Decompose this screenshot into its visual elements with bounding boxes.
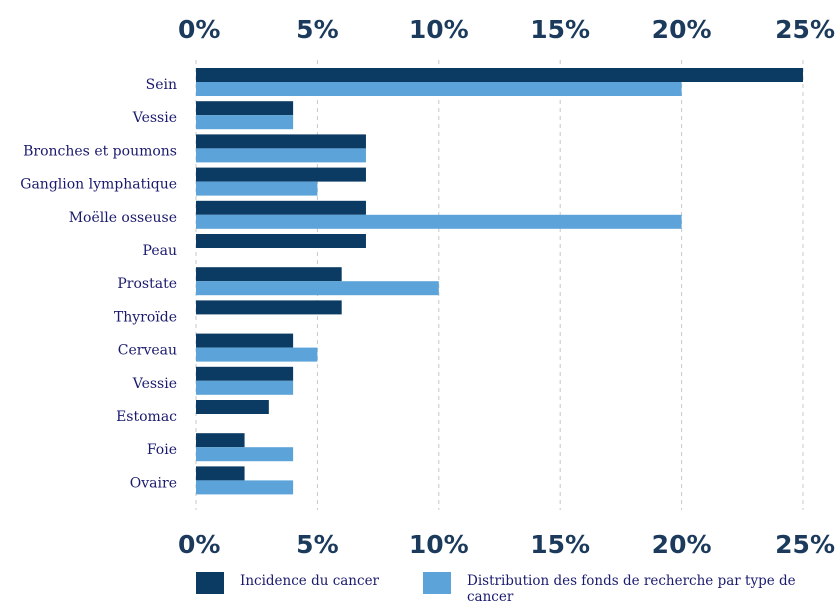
bar-incidence xyxy=(196,400,269,414)
bar-incidence xyxy=(196,466,245,481)
x-tick-label-top: 0% xyxy=(178,15,220,44)
category-label: Estomac xyxy=(116,409,177,425)
bar-incidence xyxy=(196,234,366,248)
x-tick-label-bottom: 0% xyxy=(178,530,220,559)
bar-incidence xyxy=(196,433,245,448)
x-tick-label-top: 20% xyxy=(652,15,712,44)
bar-funding xyxy=(196,380,294,395)
x-axis-bottom: 0% 5% 10% 15% 20% 25% xyxy=(178,530,835,559)
category-label: Ganglion lymphatique xyxy=(20,177,177,193)
bar-incidence xyxy=(196,366,294,381)
bar-funding xyxy=(196,82,682,96)
x-tick-label-bottom: 25% xyxy=(775,530,835,559)
x-axis-top: 0% 5% 10% 15% 20% 25% xyxy=(178,15,835,44)
category-label: Thyroïde xyxy=(114,309,177,325)
x-tick-label-bottom: 20% xyxy=(652,530,712,559)
bar-funding xyxy=(196,281,439,296)
category-label: Moëlle osseuse xyxy=(69,210,177,226)
x-tick-label-top: 25% xyxy=(775,15,835,44)
category-label: Vessie xyxy=(132,376,177,392)
bar-incidence xyxy=(196,200,366,215)
bar-funding xyxy=(196,148,366,163)
x-tick-label-top: 10% xyxy=(409,15,469,44)
bar-funding xyxy=(196,347,318,362)
bar-incidence xyxy=(196,300,342,315)
bar-funding xyxy=(196,480,294,495)
category-label: Bronches et poumons xyxy=(23,143,177,159)
bar-incidence xyxy=(196,267,342,282)
category-label: Vessie xyxy=(132,110,177,126)
category-label: Foie xyxy=(147,442,177,458)
bar-funding xyxy=(196,115,294,130)
legend-label: Distribution des fonds de recherche par … xyxy=(467,573,796,605)
bar-funding xyxy=(196,447,294,462)
category-label: Prostate xyxy=(117,276,177,292)
category-labels: Sein Vessie Bronches et poumons Ganglion ly… xyxy=(20,77,177,491)
category-label: Ovaire xyxy=(130,475,177,491)
bars xyxy=(196,68,803,495)
category-label: Sein xyxy=(146,77,177,93)
x-tick-label-top: 15% xyxy=(530,15,590,44)
x-tick-label-bottom: 15% xyxy=(530,530,590,559)
bar-incidence xyxy=(196,167,366,182)
bar-incidence xyxy=(196,333,294,348)
bar-funding xyxy=(196,214,682,229)
x-tick-label-bottom: 10% xyxy=(409,530,469,559)
bar-incidence xyxy=(196,134,366,149)
legend-swatch xyxy=(196,572,224,594)
legend-swatch xyxy=(423,572,451,594)
legend: Incidence du cancer Distribution des fond… xyxy=(196,572,796,605)
legend-label: Incidence du cancer xyxy=(240,573,380,589)
bar-funding xyxy=(196,181,318,196)
category-label: Cerveau xyxy=(118,343,177,359)
bar-incidence xyxy=(196,68,803,82)
category-label: Peau xyxy=(143,243,177,259)
x-tick-label-bottom: 5% xyxy=(296,530,338,559)
x-tick-label-top: 5% xyxy=(296,15,338,44)
bar-incidence xyxy=(196,101,294,116)
